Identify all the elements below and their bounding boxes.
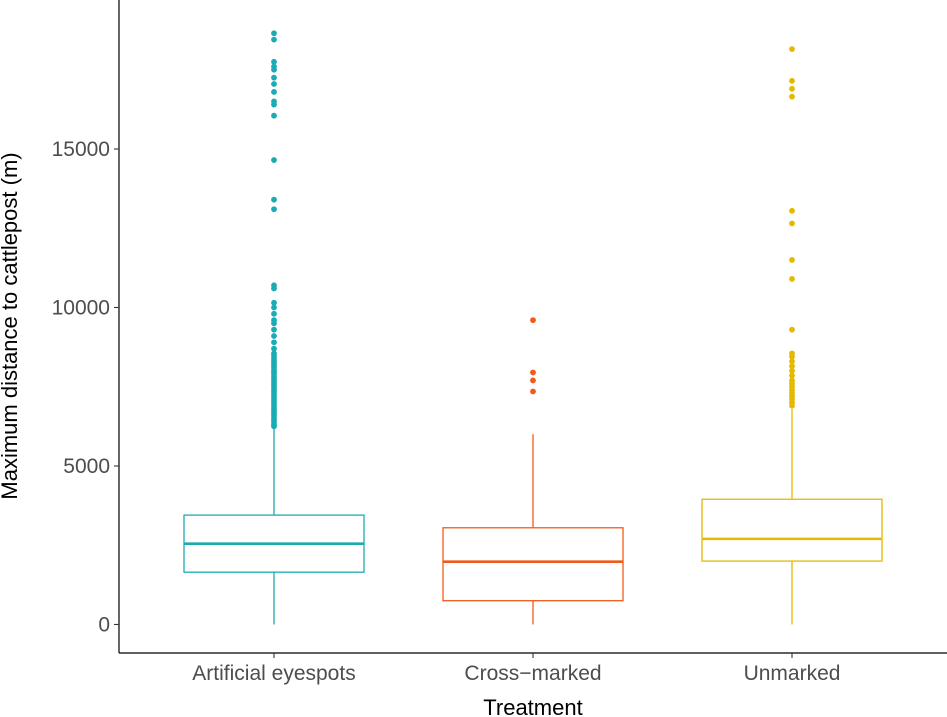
outlier-point: [271, 81, 277, 87]
box-group: [442, 317, 624, 625]
outlier-point: [271, 112, 277, 119]
outlier-point: [789, 377, 795, 384]
y-tick-label: 10000: [52, 296, 110, 319]
outlier-point: [271, 333, 277, 339]
outlier-point: [789, 85, 795, 92]
outlier-point: [271, 350, 277, 357]
iqr-box: [701, 498, 883, 562]
outlier-point: [530, 388, 536, 395]
y-tick-label: 0: [98, 613, 110, 636]
outlier-point: [271, 206, 277, 213]
x-tick-label: Unmarked: [744, 662, 841, 685]
box-group: [183, 30, 365, 625]
outlier-point: [271, 58, 277, 65]
outlier-point: [789, 372, 795, 379]
outlier-point: [789, 367, 795, 374]
outlier-point: [789, 276, 795, 282]
outlier-point: [271, 36, 277, 43]
outlier-point: [271, 317, 277, 324]
iqr-box: [442, 527, 624, 602]
outlier-point: [530, 377, 536, 384]
outlier-point: [789, 93, 795, 100]
outlier-point: [271, 339, 277, 346]
y-tick-label: 5000: [63, 455, 110, 478]
outlier-point: [789, 46, 795, 53]
outlier-point: [789, 220, 795, 227]
y-axis-ticks: 0 5000 10000 15000: [52, 138, 119, 636]
outlier-point: [271, 310, 277, 317]
outlier-point: [789, 350, 795, 357]
outlier-point: [271, 282, 277, 289]
outlier-point: [271, 196, 277, 203]
outlier-point: [271, 89, 277, 95]
outlier-point: [530, 317, 536, 324]
outlier-point: [271, 157, 277, 163]
x-axis-title: Treatment: [483, 695, 582, 717]
y-tick-label: 15000: [52, 138, 110, 161]
outlier-point: [271, 30, 277, 37]
outlier-point: [271, 299, 277, 306]
outlier-point: [789, 77, 795, 84]
outlier-point: [271, 304, 277, 311]
outlier-point: [789, 207, 795, 214]
outlier-point: [271, 345, 277, 352]
outlier-point: [789, 326, 795, 333]
x-axis-ticks: Artificial eyespots Cross−marked Unmarked: [192, 653, 840, 685]
plot-area: [183, 30, 883, 625]
outlier-point: [789, 257, 795, 263]
outlier-point: [271, 326, 277, 333]
x-tick-label: Cross−marked: [464, 662, 601, 685]
outlier-point: [271, 74, 277, 81]
outlier-point: [789, 358, 795, 365]
outlier-point: [271, 63, 277, 70]
box-group: [701, 46, 883, 625]
x-tick-label: Artificial eyespots: [192, 662, 355, 685]
outlier-point: [530, 369, 536, 376]
outlier-point: [271, 98, 277, 105]
outlier-point: [789, 363, 795, 370]
y-axis-title: Maximum distance to cattlepost (m): [0, 152, 22, 499]
